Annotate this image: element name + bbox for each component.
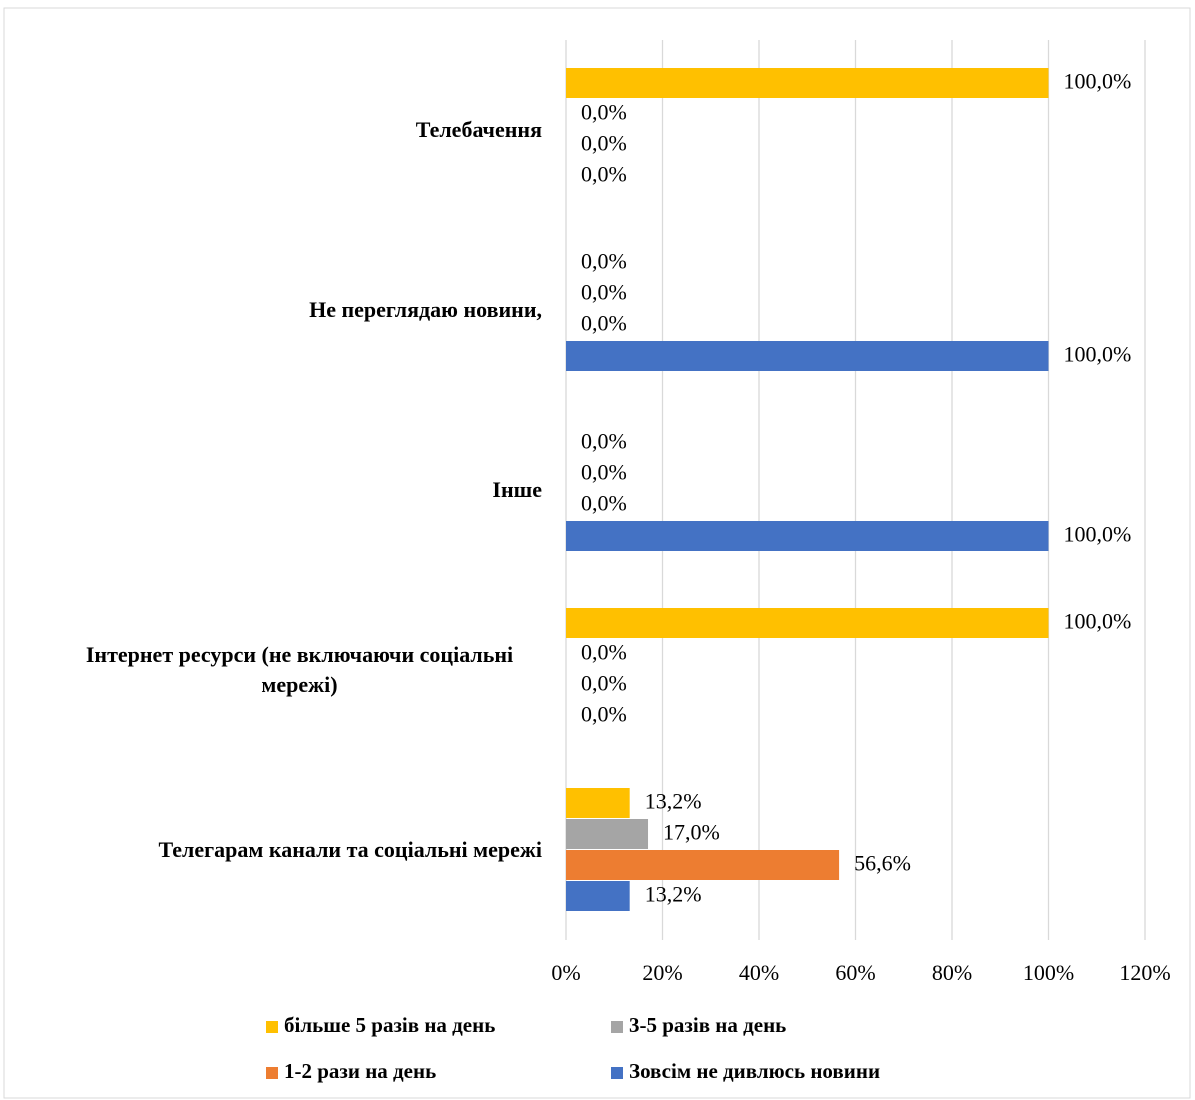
category-label: Телегарам канали та соціальні мережі: [158, 837, 542, 862]
legend-swatch: [266, 1021, 278, 1033]
value-label: 100,0%: [1064, 522, 1132, 547]
x-tick-label: 0%: [551, 960, 580, 985]
bar: [566, 521, 1049, 551]
x-tick-label: 60%: [835, 960, 875, 985]
value-label: 0,0%: [581, 249, 627, 274]
value-label: 0,0%: [581, 460, 627, 485]
bar: [566, 68, 1049, 98]
category-label: Інше: [492, 477, 542, 502]
x-tick-label: 120%: [1119, 960, 1170, 985]
bar: [566, 788, 630, 818]
value-label: 0,0%: [581, 131, 627, 156]
category-label: Інтернет ресурси (не включаючи соціальні…: [85, 642, 514, 697]
bar: [566, 608, 1049, 638]
value-label: 0,0%: [581, 429, 627, 454]
legend-label: 1-2 рази на день: [284, 1059, 436, 1083]
value-label: 100,0%: [1064, 609, 1132, 634]
x-tick-label: 80%: [932, 960, 972, 985]
value-label: 0,0%: [581, 311, 627, 336]
value-label: 0,0%: [581, 702, 627, 727]
value-label: 13,2%: [645, 882, 702, 907]
value-label: 0,0%: [581, 491, 627, 516]
x-tick-label: 40%: [739, 960, 779, 985]
category-label: Телебачення: [415, 117, 542, 142]
category-label: Не переглядаю новини,: [309, 297, 542, 322]
legend-label: 3-5 разів на день: [629, 1013, 786, 1037]
legend-swatch: [611, 1021, 623, 1033]
value-label: 0,0%: [581, 280, 627, 305]
value-label: 0,0%: [581, 162, 627, 187]
x-tick-label: 20%: [642, 960, 682, 985]
value-label: 17,0%: [663, 820, 720, 845]
legend-label: Зовсім не дивлюсь новини: [629, 1059, 880, 1083]
value-label: 13,2%: [645, 789, 702, 814]
bar: [566, 850, 840, 880]
legend-label: більше 5 разів на день: [284, 1013, 495, 1037]
chart-border: [3, 7, 1191, 1099]
value-label: 0,0%: [581, 671, 627, 696]
legend-swatch: [611, 1067, 623, 1079]
value-label: 100,0%: [1064, 69, 1132, 94]
value-label: 100,0%: [1064, 342, 1132, 367]
value-label: 56,6%: [854, 851, 911, 876]
bar: [566, 819, 649, 849]
value-label: 0,0%: [581, 100, 627, 125]
x-tick-label: 100%: [1023, 960, 1074, 985]
value-label: 0,0%: [581, 640, 627, 665]
legend-swatch: [266, 1067, 278, 1079]
bar: [566, 881, 630, 911]
bar: [566, 341, 1049, 371]
